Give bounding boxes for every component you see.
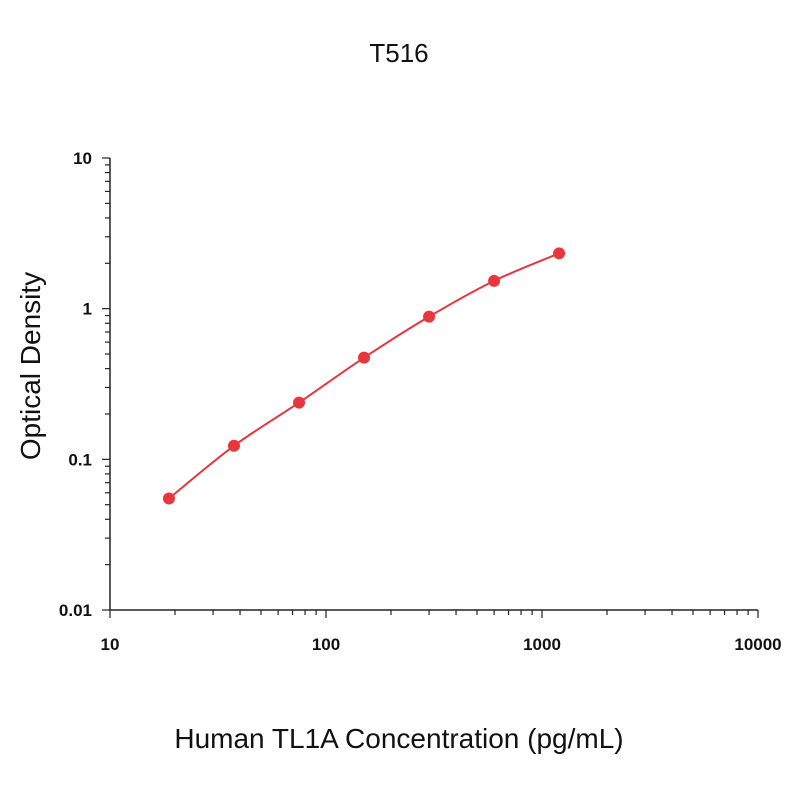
chart-title: T516 <box>369 38 428 68</box>
y-tick-label: 0.1 <box>68 450 92 469</box>
x-axis-title: Human TL1A Concentration (pg/mL) <box>174 723 623 754</box>
y-tick-label: 1 <box>83 300 92 319</box>
data-point <box>162 492 175 505</box>
axes <box>109 158 758 611</box>
data-point <box>227 439 240 452</box>
data-point <box>423 310 436 323</box>
x-tick-label: 10000 <box>734 635 781 654</box>
x-tick-label: 1000 <box>523 635 561 654</box>
y-tick-label: 10 <box>73 149 92 168</box>
data-point <box>358 351 371 364</box>
data-point <box>293 396 306 409</box>
plot-area <box>162 247 566 505</box>
data-point <box>488 274 501 287</box>
data-point <box>553 247 566 260</box>
tick-labels: 10 100 1000 10000 0.01 0.1 1 10 <box>59 149 782 654</box>
y-axis-title: Optical Density <box>15 272 46 460</box>
y-tick-label: 0.01 <box>59 601 92 620</box>
tick-marks <box>102 157 759 618</box>
x-tick-label: 10 <box>101 635 120 654</box>
fit-curve <box>168 252 560 500</box>
x-tick-label: 100 <box>312 635 340 654</box>
